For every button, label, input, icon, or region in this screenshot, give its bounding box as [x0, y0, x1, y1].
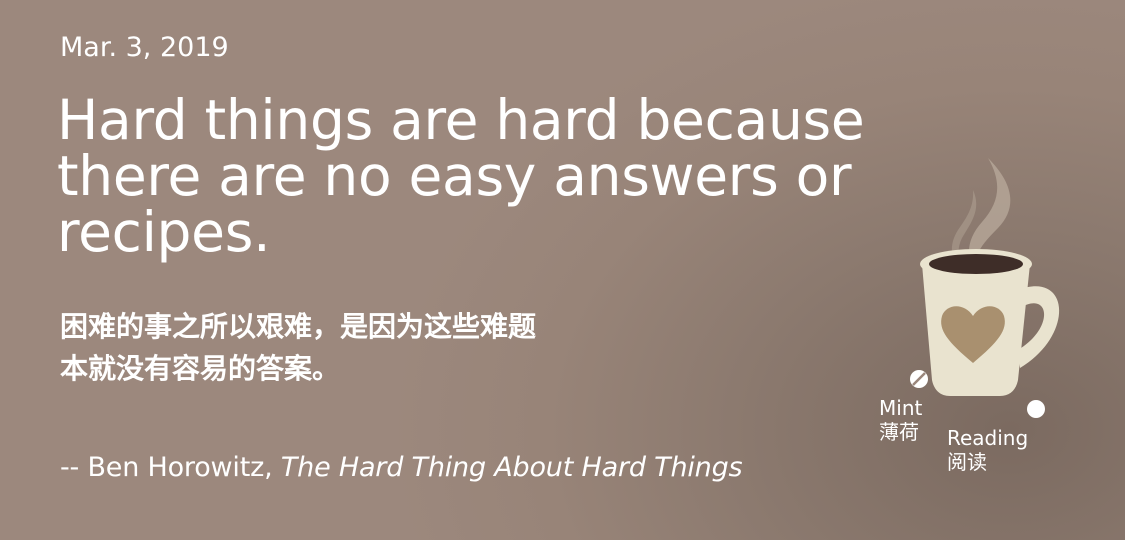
quote-chinese-line: 困难的事之所以艰难，是因为这些难题	[60, 310, 537, 343]
quote-english-line: recipes.	[57, 200, 271, 264]
steam-icon	[969, 158, 1011, 278]
attribution-book-title: The Hard Thing About Hard Things	[280, 452, 743, 483]
brand-mint-en: Mint	[879, 396, 923, 420]
brand-reading-zh: 阅读	[947, 450, 987, 474]
quote-chinese: 困难的事之所以艰难，是因为这些难题 本就没有容易的答案。	[60, 306, 536, 390]
coffee-mug-icon	[910, 158, 1060, 418]
brand-reading: Reading 阅读	[947, 426, 1028, 474]
brand-mint-zh: 薄荷	[879, 420, 919, 444]
heart-icon	[941, 306, 1005, 363]
brand-mint: Mint 薄荷	[879, 396, 922, 444]
quote-english-line: Hard things are hard because	[57, 88, 865, 152]
date-label: Mar. 3, 2019	[60, 32, 229, 63]
brand-reading-en: Reading	[947, 426, 1029, 450]
quote-english-line: there are no easy answers or	[57, 144, 852, 208]
attribution: -- Ben Horowitz, The Hard Thing About Ha…	[60, 450, 743, 486]
brand-logo: Mint 薄荷 Reading 阅读	[870, 150, 1100, 490]
attribution-author: -- Ben Horowitz,	[60, 452, 281, 483]
quote-english: Hard things are hard because there are n…	[57, 92, 997, 260]
mug-handle	[1018, 286, 1060, 368]
quote-chinese-line: 本就没有容易的答案。	[60, 352, 341, 385]
